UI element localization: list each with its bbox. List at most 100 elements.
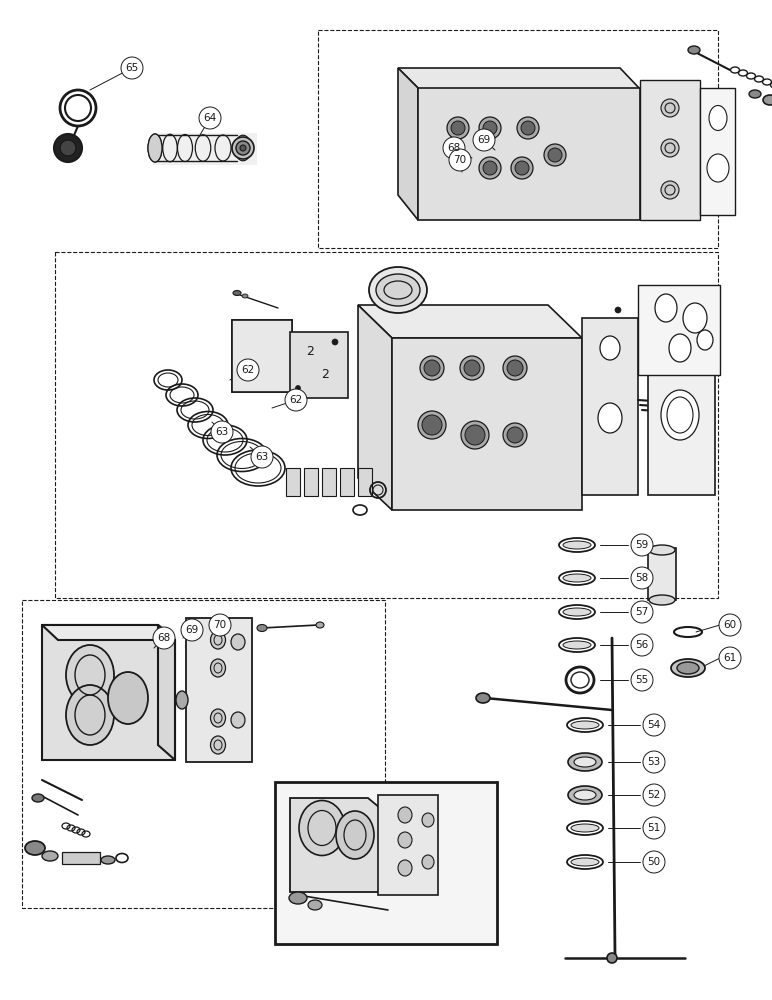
Circle shape (631, 634, 653, 656)
Ellipse shape (571, 824, 599, 832)
Ellipse shape (670, 410, 678, 414)
Ellipse shape (418, 411, 446, 439)
Text: 55: 55 (635, 675, 648, 685)
Ellipse shape (507, 360, 523, 376)
Ellipse shape (376, 274, 420, 306)
Ellipse shape (668, 404, 676, 410)
Ellipse shape (503, 356, 527, 380)
Ellipse shape (422, 813, 434, 827)
Ellipse shape (699, 332, 705, 338)
Circle shape (631, 669, 653, 691)
Circle shape (643, 714, 665, 736)
Polygon shape (358, 305, 582, 338)
Polygon shape (398, 68, 418, 220)
Ellipse shape (54, 134, 82, 162)
Ellipse shape (683, 303, 707, 333)
Text: 69: 69 (185, 625, 198, 635)
Ellipse shape (211, 659, 225, 677)
Ellipse shape (66, 685, 114, 745)
Circle shape (631, 601, 653, 623)
Text: 63: 63 (215, 427, 229, 437)
Circle shape (719, 614, 741, 636)
Text: 62: 62 (242, 365, 255, 375)
Polygon shape (158, 625, 175, 760)
Ellipse shape (296, 385, 300, 390)
Polygon shape (638, 285, 720, 375)
Ellipse shape (398, 807, 412, 823)
Bar (275, 782, 497, 944)
Ellipse shape (709, 105, 727, 130)
Ellipse shape (666, 399, 674, 404)
Ellipse shape (148, 134, 162, 162)
Circle shape (443, 137, 465, 159)
Circle shape (631, 534, 653, 556)
Ellipse shape (422, 415, 442, 435)
Bar (62, 852, 100, 864)
Ellipse shape (697, 330, 713, 350)
Ellipse shape (571, 858, 599, 866)
Circle shape (237, 359, 259, 381)
Circle shape (211, 421, 233, 443)
Ellipse shape (507, 427, 523, 443)
Text: 60: 60 (723, 620, 736, 630)
Ellipse shape (479, 157, 501, 179)
Ellipse shape (422, 855, 434, 869)
Ellipse shape (655, 294, 677, 322)
Text: 58: 58 (635, 573, 648, 583)
Ellipse shape (316, 622, 324, 628)
Ellipse shape (424, 360, 440, 376)
Ellipse shape (649, 545, 675, 555)
Text: 52: 52 (648, 790, 661, 800)
Ellipse shape (398, 832, 412, 848)
Ellipse shape (688, 46, 700, 54)
Ellipse shape (242, 294, 248, 298)
Text: 51: 51 (648, 823, 661, 833)
Ellipse shape (32, 794, 44, 802)
Text: 2: 2 (306, 345, 314, 358)
Ellipse shape (649, 595, 675, 605)
Circle shape (449, 149, 471, 171)
Ellipse shape (240, 145, 246, 151)
Polygon shape (232, 320, 292, 392)
Circle shape (199, 107, 221, 129)
Circle shape (285, 389, 307, 411)
Ellipse shape (503, 423, 527, 447)
Polygon shape (582, 318, 638, 495)
Bar (286, 468, 300, 496)
Polygon shape (640, 80, 700, 220)
Polygon shape (398, 68, 660, 110)
Circle shape (473, 129, 495, 151)
Circle shape (643, 817, 665, 839)
Circle shape (719, 647, 741, 669)
Text: 62: 62 (290, 395, 303, 405)
Polygon shape (290, 332, 348, 398)
Ellipse shape (669, 334, 691, 362)
Circle shape (643, 784, 665, 806)
Ellipse shape (671, 659, 705, 677)
Ellipse shape (521, 121, 535, 135)
Text: 57: 57 (635, 607, 648, 617)
Ellipse shape (574, 757, 596, 767)
Ellipse shape (707, 154, 729, 182)
Ellipse shape (420, 356, 444, 380)
Ellipse shape (571, 721, 599, 729)
Ellipse shape (515, 161, 529, 175)
Ellipse shape (461, 421, 489, 449)
Text: 68: 68 (448, 143, 461, 153)
Ellipse shape (336, 811, 374, 859)
Text: 2: 2 (321, 368, 329, 381)
Ellipse shape (563, 608, 591, 616)
Polygon shape (378, 795, 438, 895)
Ellipse shape (600, 336, 620, 360)
Bar (648, 548, 676, 600)
Ellipse shape (42, 851, 58, 861)
Ellipse shape (483, 121, 497, 135)
Text: 68: 68 (157, 633, 171, 643)
Ellipse shape (476, 693, 490, 703)
Polygon shape (42, 625, 175, 640)
Ellipse shape (299, 800, 345, 856)
Text: 50: 50 (648, 857, 661, 867)
Bar (322, 468, 336, 496)
Ellipse shape (563, 574, 591, 582)
Ellipse shape (661, 181, 679, 199)
